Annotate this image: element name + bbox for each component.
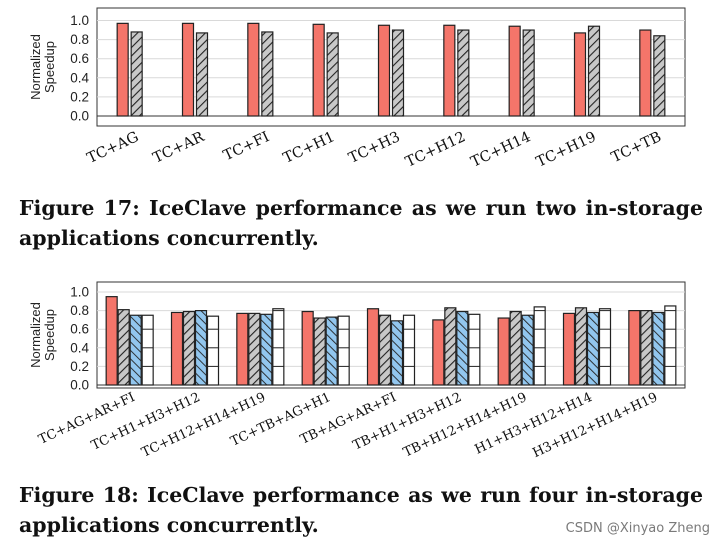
x-tick-label: TB+H12+H14+H19: [401, 390, 529, 460]
bar-TB+H12+H14+H19-series2: [509, 310, 522, 386]
x-tick-label: H3+H12+H14+H19: [530, 390, 660, 461]
bar-H1+H3+H12+H14-series2: [574, 307, 588, 386]
y-tick-label: 0.6: [70, 51, 89, 66]
bar-TC+TB+AG+H1-series2: [313, 317, 326, 386]
x-tick-label: TC+AG: [85, 129, 142, 167]
y-tick-label: 1.0: [70, 13, 89, 28]
bar-TC+AR-series2: [195, 32, 209, 117]
bar-TC+H1-series2: [326, 32, 339, 117]
bar-TC+H12+H14+H19-series2: [248, 312, 261, 386]
bar-TB+H1+H3+H12-series3: [456, 310, 469, 386]
x-tick-label: TC+H14: [469, 129, 534, 171]
y-tick-label: 1.0: [70, 285, 89, 300]
x-tick-label: TC+H1: [281, 129, 337, 167]
bar-TC+H19-series1: [573, 32, 587, 117]
bar-TC+AG+AR+FI-series4: [141, 314, 154, 386]
bar-TC+H1+H3+H12-series2: [182, 310, 196, 386]
bar-TC+H14-series1: [508, 25, 521, 117]
figure-18-caption: Figure 18: IceClave performance as we ru…: [19, 480, 703, 540]
bar-H3+H12+H14+H19-series2: [640, 310, 653, 386]
x-tick-label: TC+AR: [151, 129, 208, 167]
bar-TC+AG+AR+FI-series2: [117, 309, 130, 386]
bar-H1+H3+H12+H14-series4: [598, 308, 612, 386]
y-tick-label: 0.4: [70, 70, 89, 85]
bar-TC+H1+H3+H12-series1: [170, 311, 184, 386]
bar-TB+AG+AR+FI-series1: [366, 308, 380, 386]
y-tick-label: 0.4: [70, 340, 89, 355]
bar-TC+AG+AR+FI-series3: [129, 314, 142, 386]
figure-17-caption-line2: applications concurrently.: [19, 226, 319, 250]
bar-TC+AG-series2: [130, 31, 143, 117]
figure-17-chart: 0.0 0.2 0.4 0.6 0.8 1.0 NormalizedSpeedup TC+AG…: [28, 7, 686, 171]
x-tick-label: TC+H3: [346, 129, 402, 167]
bar-TB+H1+H3+H12-series4: [468, 313, 481, 386]
bar-TC+H3-series1: [377, 24, 391, 117]
bar-TC+AG-series1: [116, 22, 129, 117]
bar-TC+TB+AG+H1-series4: [337, 315, 350, 386]
y-tick-label: 0.8: [70, 32, 89, 47]
bar-H3+H12+H14+H19-series1: [628, 310, 641, 386]
y-tick-label: 0.0: [70, 109, 89, 124]
plot-frame: [96, 281, 686, 389]
y-axis-label: NormalizedSpeedup: [28, 34, 57, 100]
bar-TB+AG+AR+FI-series4: [402, 314, 416, 386]
bar-TB+H1+H3+H12-series2: [444, 307, 457, 386]
bar-TC+H12-series2: [457, 29, 470, 117]
bar-H3+H12+H14+H19-series4: [664, 305, 677, 386]
figure-17-caption: Figure 17: IceClave performance as we ru…: [19, 193, 703, 253]
bar-TC+H1+H3+H12-series3: [194, 310, 208, 386]
bar-H1+H3+H12+H14-series3: [586, 311, 600, 386]
bar-TC+H19-series2: [587, 25, 601, 117]
bar-TB+AG+AR+FI-series3: [390, 320, 404, 386]
figure-18-chart: 0.00.20.40.60.81.0NormalizedSpeedupTC+AG…: [28, 281, 686, 461]
x-tick-label: TC+H12: [403, 129, 468, 171]
watermark: CSDN @Xinyao Zheng: [565, 521, 710, 536]
bar-TC+H12+H14+H19-series1: [236, 312, 249, 386]
bar-H3+H12+H14+H19-series3: [652, 311, 665, 386]
y-tick-label: 0.2: [70, 89, 89, 104]
bar-TC+TB-series2: [653, 35, 666, 117]
bar-TC+H12-series1: [443, 24, 456, 117]
bar-TC+FI-series2: [261, 31, 274, 117]
bar-TB+H12+H14+H19-series1: [497, 317, 510, 386]
bar-TB+H1+H3+H12-series1: [432, 319, 445, 386]
figure-18-caption-line2: applications concurrently.: [19, 513, 319, 537]
y-axis-label: NormalizedSpeedup: [28, 302, 57, 368]
bar-TB+AG+AR+FI-series2: [378, 314, 392, 386]
figure-17-caption-line1: Figure 17: IceClave performance as we ru…: [19, 196, 703, 220]
y-tick-label: 0.8: [70, 303, 89, 318]
bar-TC+H14-series2: [522, 29, 535, 117]
x-tick-label: TC+H19: [534, 129, 599, 171]
bar-TC+H3-series2: [391, 29, 405, 117]
bar-TC+H12+H14+H19-series4: [272, 308, 285, 386]
bar-TC+H1-series1: [312, 23, 325, 117]
bar-TC+AG+AR+FI-series1: [105, 296, 118, 386]
x-tick-label: TC+TB: [609, 129, 664, 166]
bar-H1+H3+H12+H14-series1: [562, 312, 576, 386]
bar-TC+H1+H3+H12-series4: [206, 315, 220, 386]
bar-TC+AR-series1: [181, 22, 195, 117]
y-tick-label: 0.0: [70, 378, 89, 393]
bar-TC+TB-series1: [639, 29, 652, 117]
figure-18-caption-line1: Figure 18: IceClave performance as we ru…: [19, 483, 703, 507]
bar-TC+TB+AG+H1-series3: [325, 316, 338, 386]
bar-TB+H12+H14+H19-series3: [521, 314, 534, 386]
plot-frame: [96, 7, 686, 127]
bar-TC+H12+H14+H19-series3: [260, 313, 273, 386]
bar-TC+TB+AG+H1-series1: [301, 310, 314, 386]
y-tick-label: 0.6: [70, 322, 89, 337]
bar-TC+FI-series1: [247, 22, 260, 117]
x-tick-label: TC+FI: [221, 129, 272, 164]
x-tick-label: TC+H12+H14+H19: [139, 390, 268, 461]
bar-TB+H12+H14+H19-series4: [533, 306, 546, 386]
y-tick-label: 0.2: [70, 359, 89, 374]
